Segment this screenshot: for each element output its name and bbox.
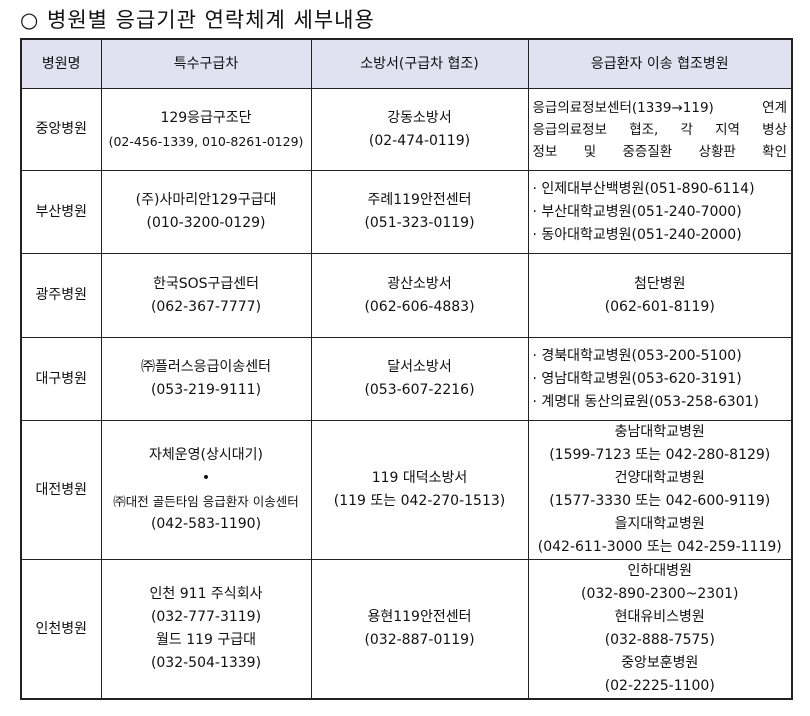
fire-station-cell-line: 강동소방서 [387, 109, 452, 126]
ambulance-cell-line: (주)사마리안129구급대 [135, 192, 277, 208]
fire-station-cell-line: (02-474-0119) [368, 132, 471, 149]
partner-hospital-cell-line: · 영남대학교병원(053-620-3191) [532, 370, 742, 387]
ambulance-cell-line: • [201, 470, 211, 486]
partner-hospital-cell-line: 첨단병원 [633, 275, 686, 292]
partner-hospital-cell-line: 중앙보훈병원 [621, 655, 699, 671]
partner-hospital-cell-line: (032-890-2300~2301) [581, 586, 739, 602]
ambulance-cell-line: (032-504-1339) [150, 655, 262, 671]
contact-table: 병원명 특수구급차 소방서(구급차 협조) 응급환자 이송 협조병원 중앙병원 1… [20, 38, 793, 700]
hospital-name-line: 부산병원 [35, 203, 88, 220]
ambulance-cell-line: 인천 911 주식회사 [149, 586, 263, 602]
ambulance-cell-line: (053-219-9111) [150, 382, 262, 398]
ambulance-cell-line: (062-367-7777) [150, 298, 262, 315]
hospital-name: 대전병원 [20, 420, 102, 560]
ambulance-cell-line: 자체운영(상시대기) [149, 447, 263, 463]
hospital-name-line: 인천병원 [35, 620, 88, 637]
partner-hospital-cell-line: 건양대학교병원 [614, 470, 705, 486]
hospital-name-line: 대구병원 [35, 370, 88, 387]
page-title: ○ 병원별 응급기관 연락체계 세부내용 [20, 8, 375, 32]
partner-hospital-cell: 인하대병원 (032-890-2300~2301) 현대유비스병원 (032-888-… [527, 559, 793, 700]
fire-station-cell-line: (062-606-4883) [364, 298, 475, 315]
ambulance-cell-line: ㈜대전 골든타임 응급환자 이송센터 [113, 494, 299, 509]
fire-station-cell: 달서소방서 (053-607-2216) [310, 337, 529, 421]
fire-station-cell: 광산소방서 (062-606-4883) [310, 253, 529, 338]
header-fire-station: 소방서(구급차 협조) [310, 38, 529, 89]
partner-hospital-cell-line: 을지대학교병원 [614, 516, 705, 532]
hospital-name: 광주병원 [20, 253, 102, 338]
partner-hospital-cell-line: · 인제대부산백병원(051-890-6114) [532, 180, 755, 197]
fire-station-cell-line: (051-323-0119) [364, 215, 475, 231]
partner-hospital-cell-line: 현대유비스병원 [614, 609, 705, 625]
table-row: 대전병원 자체운영(상시대기) • ㈜대전 골든타임 응급환자 이송센터 (042-58… [20, 420, 793, 560]
table-row: 광주병원 한국SOS구급센터 (062-367-7777) 광산소방서 (062-606… [20, 253, 793, 338]
partner-hospital-cell-line: · 동아대학교병원(051-240-2000) [532, 226, 742, 243]
partner-hospital-cell-line: 응급의료정보센터(1339→119) 연계 [532, 99, 788, 116]
ambulance-cell-line: (042-583-1190) [150, 516, 262, 532]
fire-station-cell: 강동소방서 (02-474-0119) [310, 88, 529, 171]
header-row: 병원명 특수구급차 소방서(구급차 협조) 응급환자 이송 협조병원 [20, 38, 793, 89]
partner-hospital-cell-line: (062-601-8119) [604, 298, 715, 315]
partner-hospital-cell-line: (042-611-3000 또는 042-259-1119) [537, 539, 782, 555]
partner-hospital-cell-line: (1577-3330 또는 042-600-9119) [549, 493, 771, 509]
hospital-name: 중앙병원 [20, 88, 102, 171]
partner-hospital-cell-line: (1599-7123 또는 042-280-8129) [549, 447, 771, 463]
partner-hospital-cell-line: 충남대학교병원 [614, 424, 705, 440]
ambulance-cell: (주)사마리안129구급대 (010-3200-0129) [100, 170, 312, 254]
partner-hospital-cell-line: · 계명대 동산의료원(053-258-6301) [532, 393, 760, 410]
table-row: 인천병원 인천 911 주식회사 (032-777-3119) 월드 119 구급대 (… [20, 559, 793, 700]
fire-station-cell: 용현119안전센터 (032-887-0119) [310, 559, 529, 700]
ambulance-cell-line: 월드 119 구급대 [155, 632, 257, 648]
ambulance-cell-line: (032-777-3119) [150, 609, 262, 625]
ambulance-cell-line: ㈜플러스응급이송센터 [141, 359, 271, 375]
hospital-name: 부산병원 [20, 170, 102, 254]
ambulance-cell: ㈜플러스응급이송센터 (053-219-9111) [100, 337, 312, 421]
partner-hospital-cell-line: 응급의료정보 협조, 각 지역 병상 [532, 121, 788, 138]
header-hospital: 병원명 [20, 38, 102, 89]
fire-station-cell-line: 주례119안전센터 [367, 192, 472, 208]
ambulance-cell: 인천 911 주식회사 (032-777-3119) 월드 119 구급대 (032-… [100, 559, 312, 700]
partner-hospital-cell: 첨단병원 (062-601-8119) [527, 253, 793, 338]
partner-hospital-cell-line: · 경북대학교병원(053-200-5100) [532, 347, 742, 364]
partner-hospital-cell-line: · 부산대학교병원(051-240-7000) [532, 203, 742, 220]
partner-hospital-cell: · 경북대학교병원(053-200-5100) · 영남대학교병원(053-620… [527, 337, 793, 421]
partner-hospital-cell: · 인제대부산백병원(051-890-6114) · 부산대학교병원(051-24… [527, 170, 793, 254]
fire-station-cell: 주례119안전센터 (051-323-0119) [310, 170, 529, 254]
ambulance-cell-line: 129응급구조단 [160, 109, 252, 126]
table-row: 중앙병원 129응급구조단 (02-456-1339, 010-8261-0129)… [20, 88, 793, 171]
ambulance-cell: 한국SOS구급센터 (062-367-7777) [100, 253, 312, 338]
fire-station-cell-line: (053-607-2216) [364, 382, 475, 398]
partner-hospital-cell: 충남대학교병원 (1599-7123 또는 042-280-8129) 건양대학교병… [527, 420, 793, 560]
header-ambulance: 특수구급차 [100, 38, 312, 89]
partner-hospital-cell-line: 정보 및 중증질환 상황판 확인 [532, 143, 788, 160]
fire-station-cell: 119 대덕소방서 (119 또는 042-270-1513) [310, 420, 529, 560]
hospital-name-line: 대전병원 [35, 481, 88, 498]
ambulance-cell: 129응급구조단 (02-456-1339, 010-8261-0129) [100, 88, 312, 171]
fire-station-cell-line: (032-887-0119) [364, 632, 475, 648]
fire-station-cell-line: (119 또는 042-270-1513) [333, 493, 506, 509]
partner-hospital-cell-line: (032-888-7575) [604, 632, 715, 648]
fire-station-cell-line: 달서소방서 [387, 359, 452, 375]
table-row: 부산병원 (주)사마리안129구급대 (010-3200-0129) 주례119안전센… [20, 170, 793, 254]
partner-hospital-cell-line: 인하대병원 [627, 563, 692, 579]
hospital-name-line: 광주병원 [35, 287, 88, 303]
fire-station-cell-line: 광산소방서 [387, 275, 452, 292]
ambulance-cell-line: 한국SOS구급센터 [152, 275, 260, 292]
hospital-name: 대구병원 [20, 337, 102, 421]
hospital-name-line: 중앙병원 [35, 121, 88, 137]
fire-station-cell-line: 119 대덕소방서 [371, 470, 468, 486]
header-partner-hospital: 응급환자 이송 협조병원 [527, 38, 793, 89]
fire-station-cell-line: 용현119안전센터 [367, 609, 472, 625]
ambulance-cell: 자체운영(상시대기) • ㈜대전 골든타임 응급환자 이송센터 (042-583-11… [100, 420, 312, 560]
table-row: 대구병원 ㈜플러스응급이송센터 (053-219-9111) 달서소방서 (053-60… [20, 337, 793, 421]
ambulance-cell-line: (02-456-1339, 010-8261-0129) [108, 133, 304, 149]
hospital-name: 인천병원 [20, 559, 102, 700]
ambulance-cell-line: (010-3200-0129) [146, 215, 266, 231]
partner-hospital-cell-line: (02-2225-1100) [604, 678, 715, 694]
